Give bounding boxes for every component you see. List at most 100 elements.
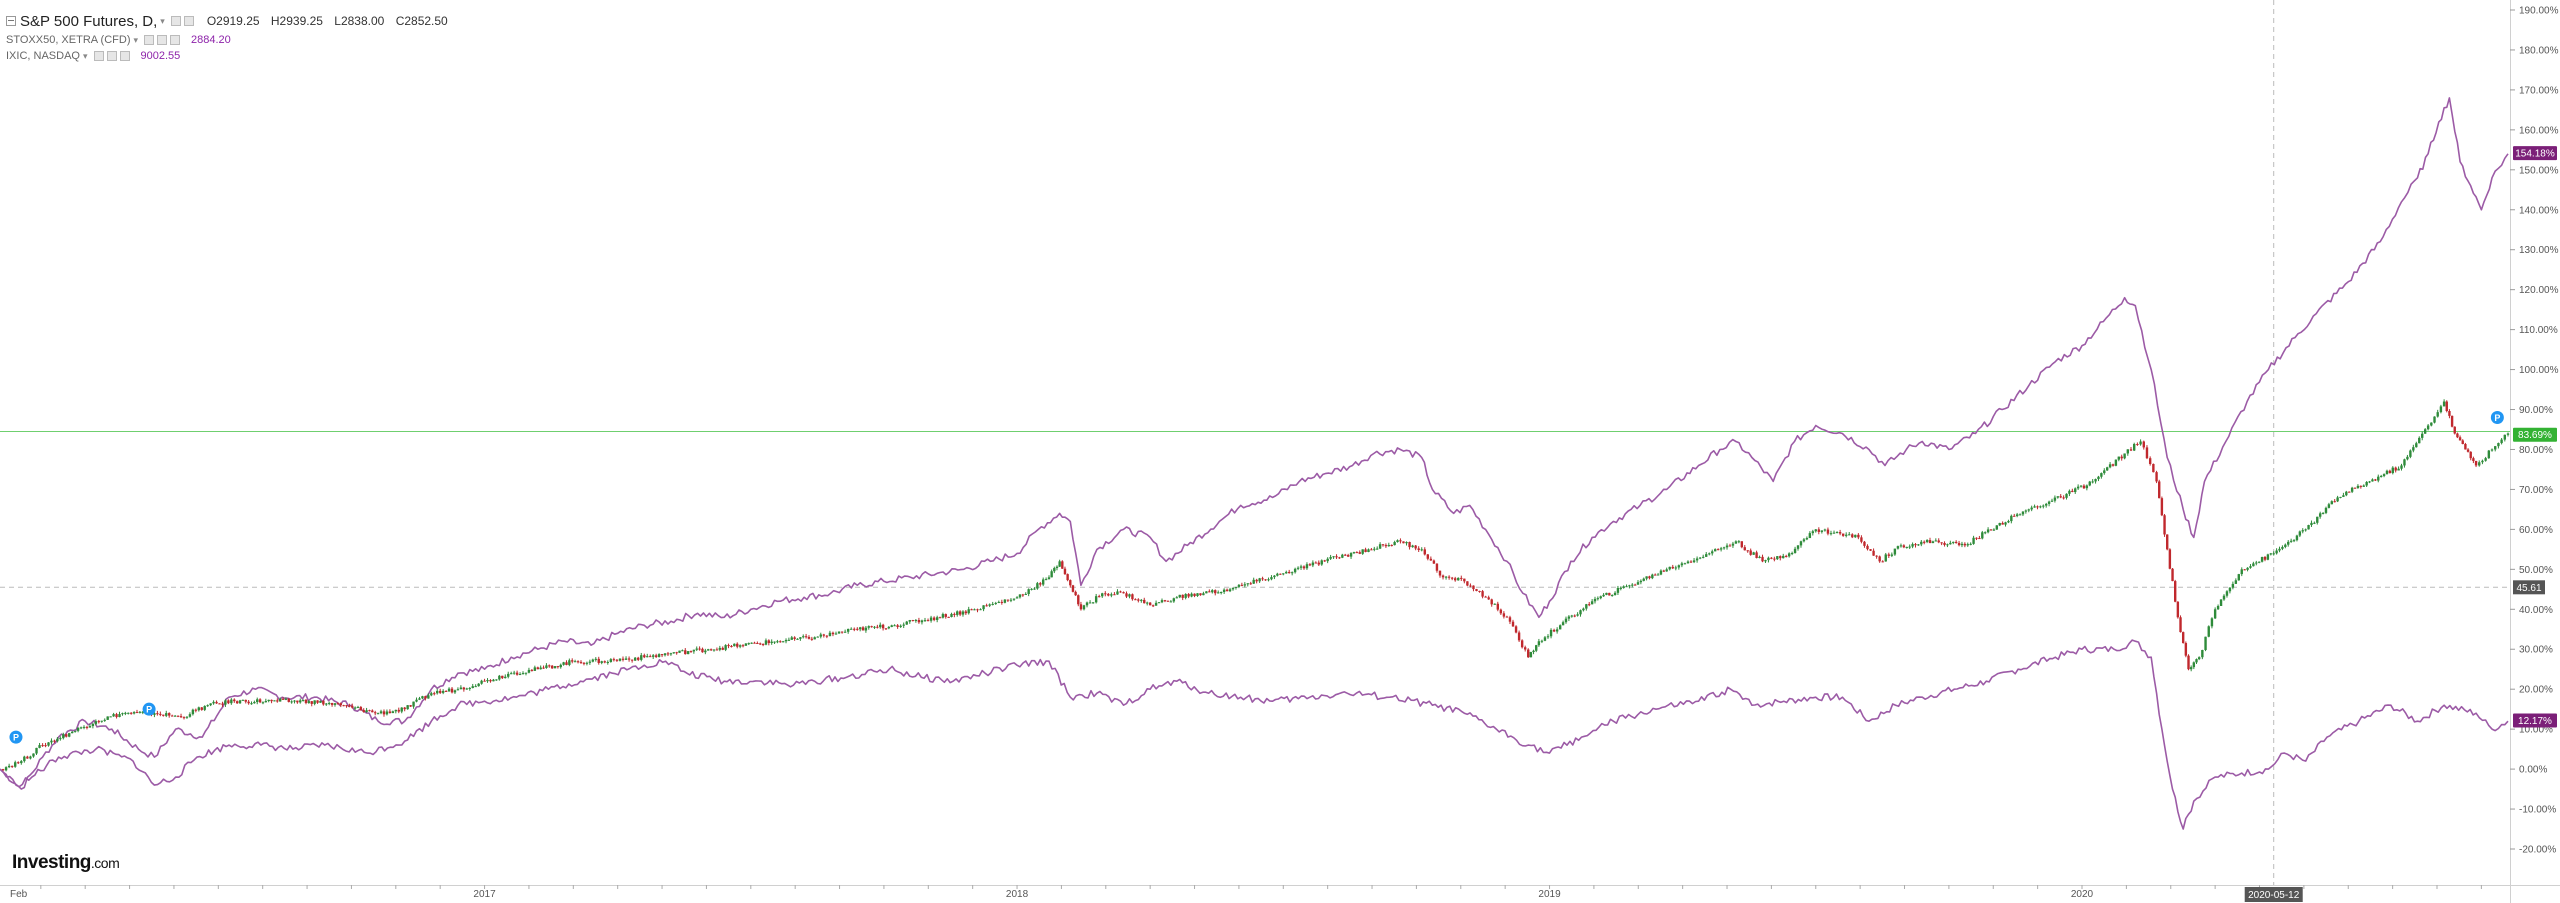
ohlc-values: O2919.25 H2939.25 L2838.00 C2852.50 <box>207 14 456 28</box>
candle-body <box>356 707 360 709</box>
candle-body <box>247 701 250 704</box>
candle-body <box>1003 599 1007 603</box>
candle-body <box>2439 406 2443 413</box>
candle-body <box>1148 602 1152 606</box>
candle-body <box>296 700 299 703</box>
candle-body <box>1134 599 1137 601</box>
candle-body <box>415 699 418 702</box>
candle-body <box>1264 579 1267 581</box>
chevron-down-icon[interactable]: ▾ <box>133 34 139 45</box>
candle-body <box>233 699 236 702</box>
settings-icon[interactable] <box>106 51 117 61</box>
candle-body <box>2430 422 2433 426</box>
candle-body <box>1344 554 1347 556</box>
candle-body <box>804 636 808 638</box>
candle-body <box>944 614 947 617</box>
candle-body <box>70 731 74 734</box>
candle-body <box>1249 583 1252 585</box>
legend-main-row[interactable]: S&P 500 Futures, D, ▾ O2919.25 H2939.25 … <box>6 10 456 32</box>
candle-body <box>23 756 26 762</box>
candle-body <box>1466 581 1469 586</box>
candle-body <box>1884 554 1887 562</box>
close-icon[interactable] <box>170 35 181 45</box>
candle-body <box>698 648 701 650</box>
close-icon[interactable] <box>119 51 130 61</box>
candle-body <box>2219 599 2223 606</box>
candle-body <box>1731 543 1735 546</box>
candle-body <box>2324 507 2328 513</box>
chevron-down-icon[interactable]: ▾ <box>160 15 165 26</box>
collapse-icon[interactable] <box>6 16 16 26</box>
candle-body <box>1923 541 1926 543</box>
candle-body <box>1549 629 1553 637</box>
candle-body <box>678 650 681 653</box>
candle-body <box>91 723 95 727</box>
candle-body <box>2136 443 2139 445</box>
close-icon[interactable] <box>183 16 194 26</box>
candle-body <box>853 628 856 630</box>
candle-body <box>982 605 985 610</box>
visibility-icon[interactable] <box>144 35 155 45</box>
candle-body <box>73 730 77 732</box>
candle-body <box>1508 617 1512 622</box>
settings-icon[interactable] <box>157 35 168 45</box>
candle-body <box>1074 591 1077 596</box>
candle-body <box>657 654 661 657</box>
candle-body <box>721 647 724 650</box>
visibility-icon[interactable] <box>93 51 104 61</box>
candle-body <box>964 611 968 614</box>
candle-body <box>2478 462 2481 466</box>
candle-body <box>1749 550 1752 555</box>
candle-body <box>2255 562 2258 564</box>
candle-body <box>1943 542 1946 545</box>
candle-body <box>2484 458 2487 461</box>
candle-body <box>1196 593 1199 597</box>
candle-body <box>2168 549 2172 569</box>
legend-overlay-row[interactable]: IXIC, NASDAQ ▾ 9002.55 <box>6 48 456 64</box>
candle-body <box>480 680 483 684</box>
y-tick-label: -10.00% <box>2519 805 2556 816</box>
overlay-symbol-label[interactable]: STOXX50, XETRA (CFD) <box>6 34 131 46</box>
chevron-down-icon[interactable]: ▾ <box>82 50 88 61</box>
event-marker-label: P <box>146 705 152 715</box>
candle-body <box>640 655 643 660</box>
candle-body <box>1077 595 1080 605</box>
candle-body <box>663 653 667 656</box>
overlay-symbol-label[interactable]: IXIC, NASDAQ <box>6 50 80 62</box>
candle-body <box>477 683 480 687</box>
plot-background <box>0 0 2510 885</box>
candle-body <box>2030 507 2033 510</box>
candle-body <box>790 637 793 640</box>
candle-body <box>1579 610 1582 615</box>
y-axis[interactable]: -20.00% -10.00% 0.00% 10.00% 20.00% 30.00% 40.… <box>2510 6 2559 856</box>
candle-body <box>843 631 847 633</box>
overlay-value: 2884.20 <box>191 34 231 46</box>
main-symbol-label[interactable]: S&P 500 Futures, D, <box>20 12 158 30</box>
candle-body <box>441 690 445 693</box>
candle-body <box>527 669 531 673</box>
candle-body <box>2249 566 2252 568</box>
candle-body <box>2228 587 2232 592</box>
investing-logo[interactable]: Investing.com <box>12 852 120 874</box>
candle-body <box>2082 485 2086 489</box>
candle-body <box>391 711 395 714</box>
candle-body <box>276 700 279 702</box>
settings-icon[interactable] <box>170 16 181 26</box>
candle-body <box>1905 546 1908 548</box>
open-value: O2919.25 <box>206 14 260 28</box>
logo-suffix: .com <box>90 855 120 871</box>
candle-body <box>1713 549 1717 552</box>
candle-body <box>2036 506 2039 508</box>
candle-body <box>76 727 80 731</box>
y-tick-label: -20.00% <box>2519 845 2556 856</box>
candle-body <box>1878 556 1881 562</box>
candle-body <box>994 602 997 604</box>
candle-body <box>2105 467 2109 471</box>
candle-body <box>1844 534 1848 536</box>
x-axis[interactable]: Feb 2017 2018 2019 2020 <box>10 885 2482 900</box>
legend-overlay-row[interactable]: STOXX50, XETRA (CFD) ▾ 2884.20 <box>6 32 456 48</box>
candle-body <box>264 701 268 703</box>
candle-body <box>1692 560 1696 563</box>
candle-body <box>2304 529 2307 531</box>
